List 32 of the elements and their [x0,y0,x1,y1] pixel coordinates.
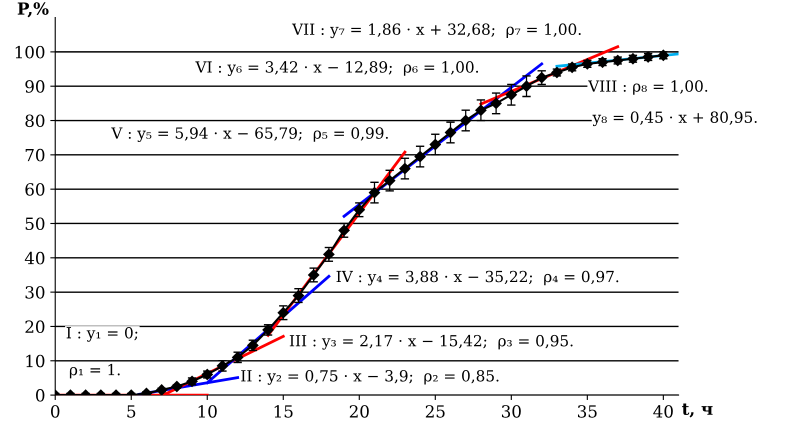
y-tick-label: 60 [25,183,44,196]
y-axis-title: P,% [18,2,49,18]
y-tick-label: 40 [24,252,44,264]
y-tick-label: 70 [26,148,44,162]
annotation: ρ₁ = 1. [70,364,120,378]
y-tick-label: 50 [26,217,44,230]
y-tick-label: 20 [25,320,44,334]
x-tick-label: 20 [350,405,369,418]
annotation: VIII : ρ₈ = 1,00. [588,80,708,95]
annotation: V : y₅ = 5,94 · x − 65,79; ρ₅ = 0,99. [111,127,388,142]
y-tick-label: 100 [16,46,44,58]
annotation: II : y₂ = 0,75 · x − 3,9; ρ₂ = 0,85. [241,370,498,385]
y-tick-label: 80 [25,114,44,128]
x-tick-label: 35 [578,405,597,418]
x-tick-label: 15 [274,405,293,418]
annotation: I : y₁ = 0; [66,326,138,342]
x-tick-label: 10 [198,405,217,418]
x-tick-label: 40 [653,405,673,418]
annotation: VI : y₆ = 3,42 · x − 12,89; ρ₆ = 1,00. [195,61,478,76]
y-tick-label: 30 [26,286,44,299]
y-tick-label: 90 [25,80,44,93]
x-tick-label: 30 [502,405,521,418]
x-tick-label: 0 [51,405,60,418]
x-axis-title: t, ч [682,403,713,418]
annotation: IV : y₄ = 3,88 · x − 35,22; ρ₄ = 0,97. [336,270,618,286]
y-tick-label: 0 [36,389,44,402]
annotation: y₈ = 0,45 · x + 80,95. [592,111,757,126]
y-tick-label: 10 [26,354,44,368]
annotation: III : y₃ = 2,17 · x − 15,42; ρ₃ = 0,95. [290,334,573,350]
x-tick-label: 25 [426,405,445,418]
x-tick-label: 5 [127,405,136,418]
annotation: VII : y₇ = 1,86 · x + 32,68; ρ₇ = 1,00. [292,23,581,38]
